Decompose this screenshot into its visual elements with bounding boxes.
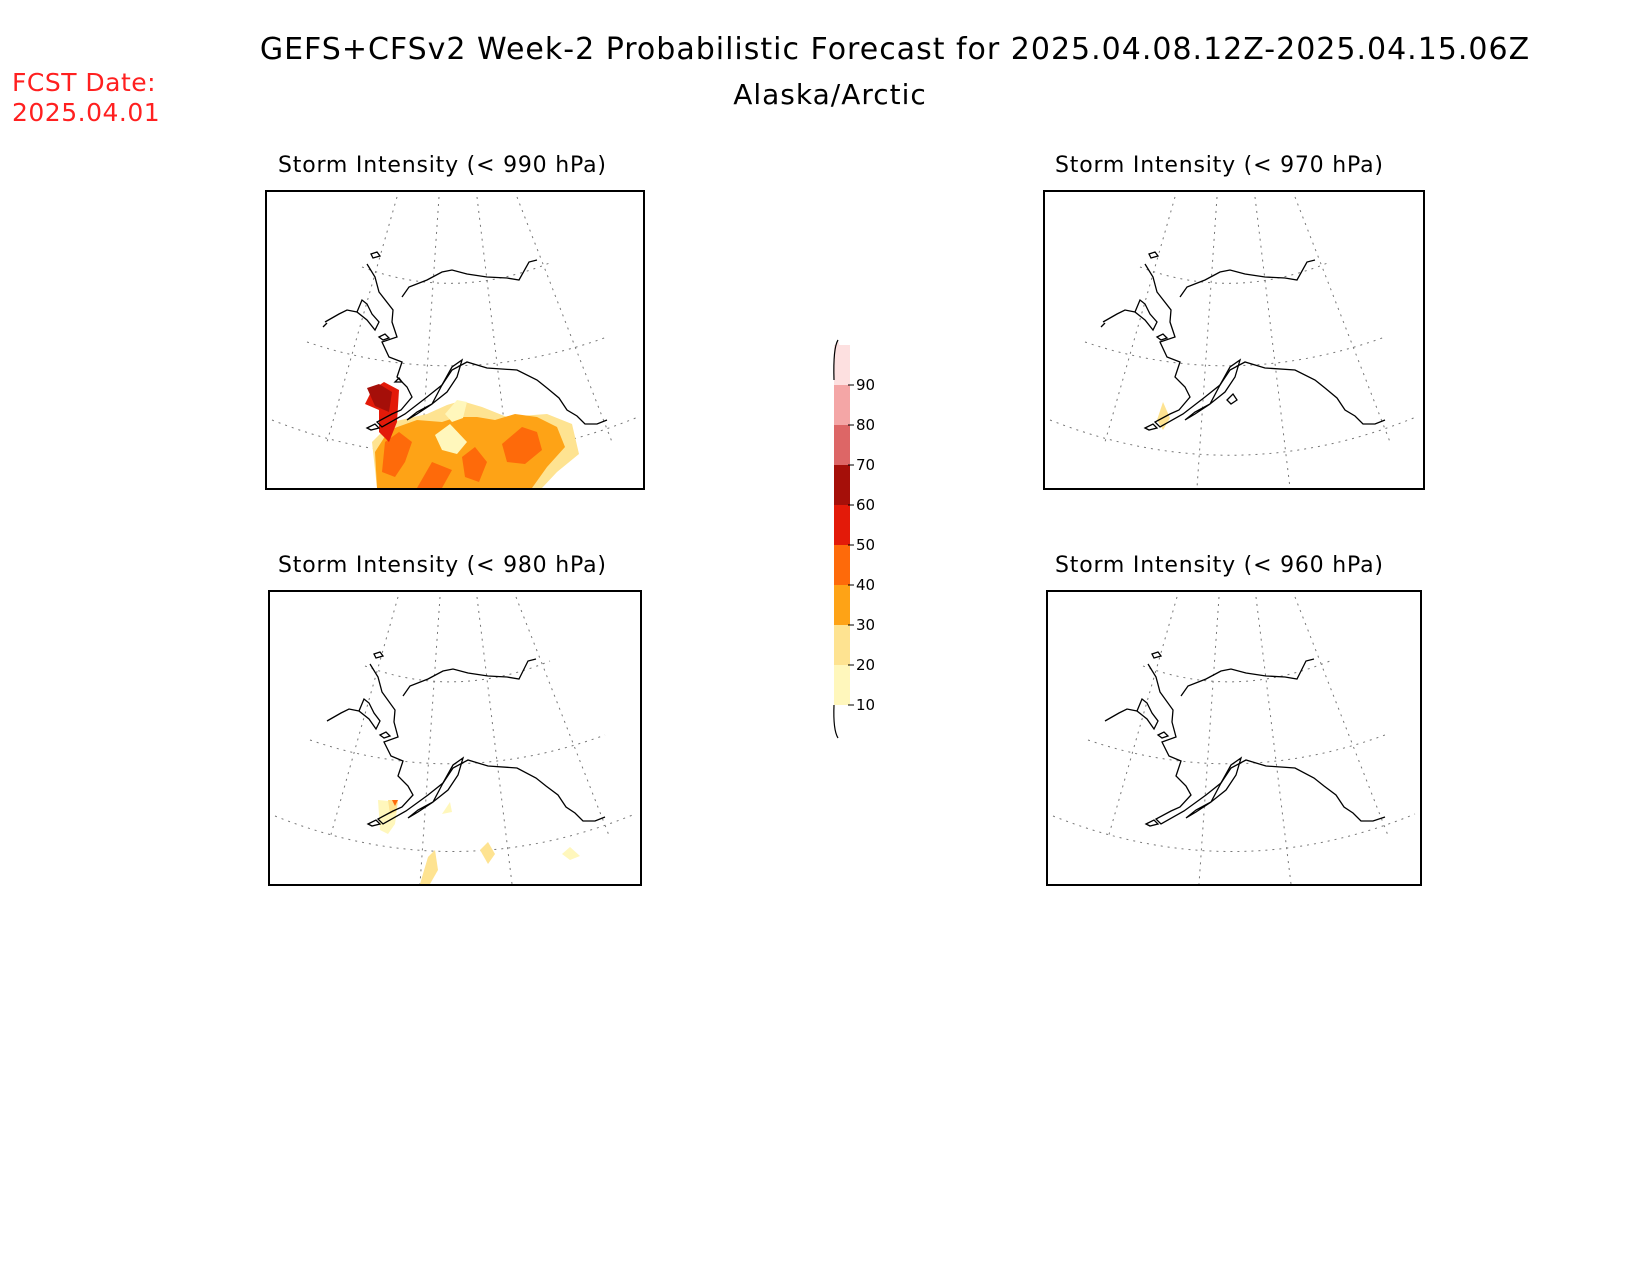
storm-probability-shading [365, 382, 579, 488]
colorbar-box-30 [834, 585, 850, 625]
colorbar-box-20 [834, 625, 850, 665]
map-panel-970 [1043, 190, 1425, 490]
map-panel-980 [268, 590, 642, 886]
coastline [326, 651, 606, 827]
map-graticule [274, 596, 636, 884]
colorbar-box-40 [834, 545, 850, 585]
colorbar-bottom-arrow [833, 704, 839, 739]
panel-title-990: Storm Intensity (< 990 hPa) [278, 153, 607, 178]
main-title: GEFS+CFSv2 Week-2 Probabilistic Forecast… [259, 32, 1531, 67]
map-svg-980 [274, 596, 636, 884]
colorbar-label-40: 40 [856, 576, 875, 594]
colorbar-label-70: 70 [856, 456, 875, 474]
map-graticule [1049, 196, 1417, 488]
colorbar-label-80: 80 [856, 416, 875, 434]
colorbar-labels: 10 20 30 40 50 60 70 80 90 [856, 376, 875, 714]
colorbar-boxes [834, 340, 850, 705]
colorbar-label-20: 20 [856, 656, 875, 674]
colorbar-ticks [848, 384, 854, 706]
colorbar-box-70 [834, 425, 850, 465]
colorbar-box-50 [834, 505, 850, 545]
colorbar-label-90: 90 [856, 376, 875, 394]
panel-title-970: Storm Intensity (< 970 hPa) [1055, 153, 1384, 178]
map-svg-990 [271, 196, 639, 488]
colorbar-box-60 [834, 465, 850, 505]
colorbar-box-80 [834, 385, 850, 425]
coastline [1104, 651, 1386, 827]
colorbar-box-10 [834, 665, 850, 705]
panel-title-960: Storm Intensity (< 960 hPa) [1055, 553, 1384, 578]
map-panel-960 [1046, 590, 1422, 886]
map-graticule [271, 196, 639, 488]
map-panel-990 [265, 190, 645, 490]
colorbar-top-cap [834, 340, 850, 385]
map-svg-970 [1049, 196, 1417, 488]
storm-probability-shading [378, 800, 580, 884]
colorbar-top-arrow [833, 339, 839, 381]
map-svg-960 [1052, 596, 1416, 884]
map-graticule [1052, 596, 1416, 884]
region-subtitle: Alaska/Arctic [733, 78, 927, 111]
colorbar-label-10: 10 [856, 696, 875, 714]
panel-title-980: Storm Intensity (< 980 hPa) [278, 553, 607, 578]
colorbar-label-50: 50 [856, 536, 875, 554]
colorbar-label-30: 30 [856, 616, 875, 634]
forecast-date-value: 2025.04.01 [12, 98, 161, 127]
probability-colorbar: 10 20 30 40 50 60 70 80 90 [833, 339, 875, 739]
coastline [322, 251, 608, 431]
colorbar-label-60: 60 [856, 496, 875, 514]
coastline [1100, 251, 1386, 431]
forecast-date-label: FCST Date: [12, 68, 157, 97]
